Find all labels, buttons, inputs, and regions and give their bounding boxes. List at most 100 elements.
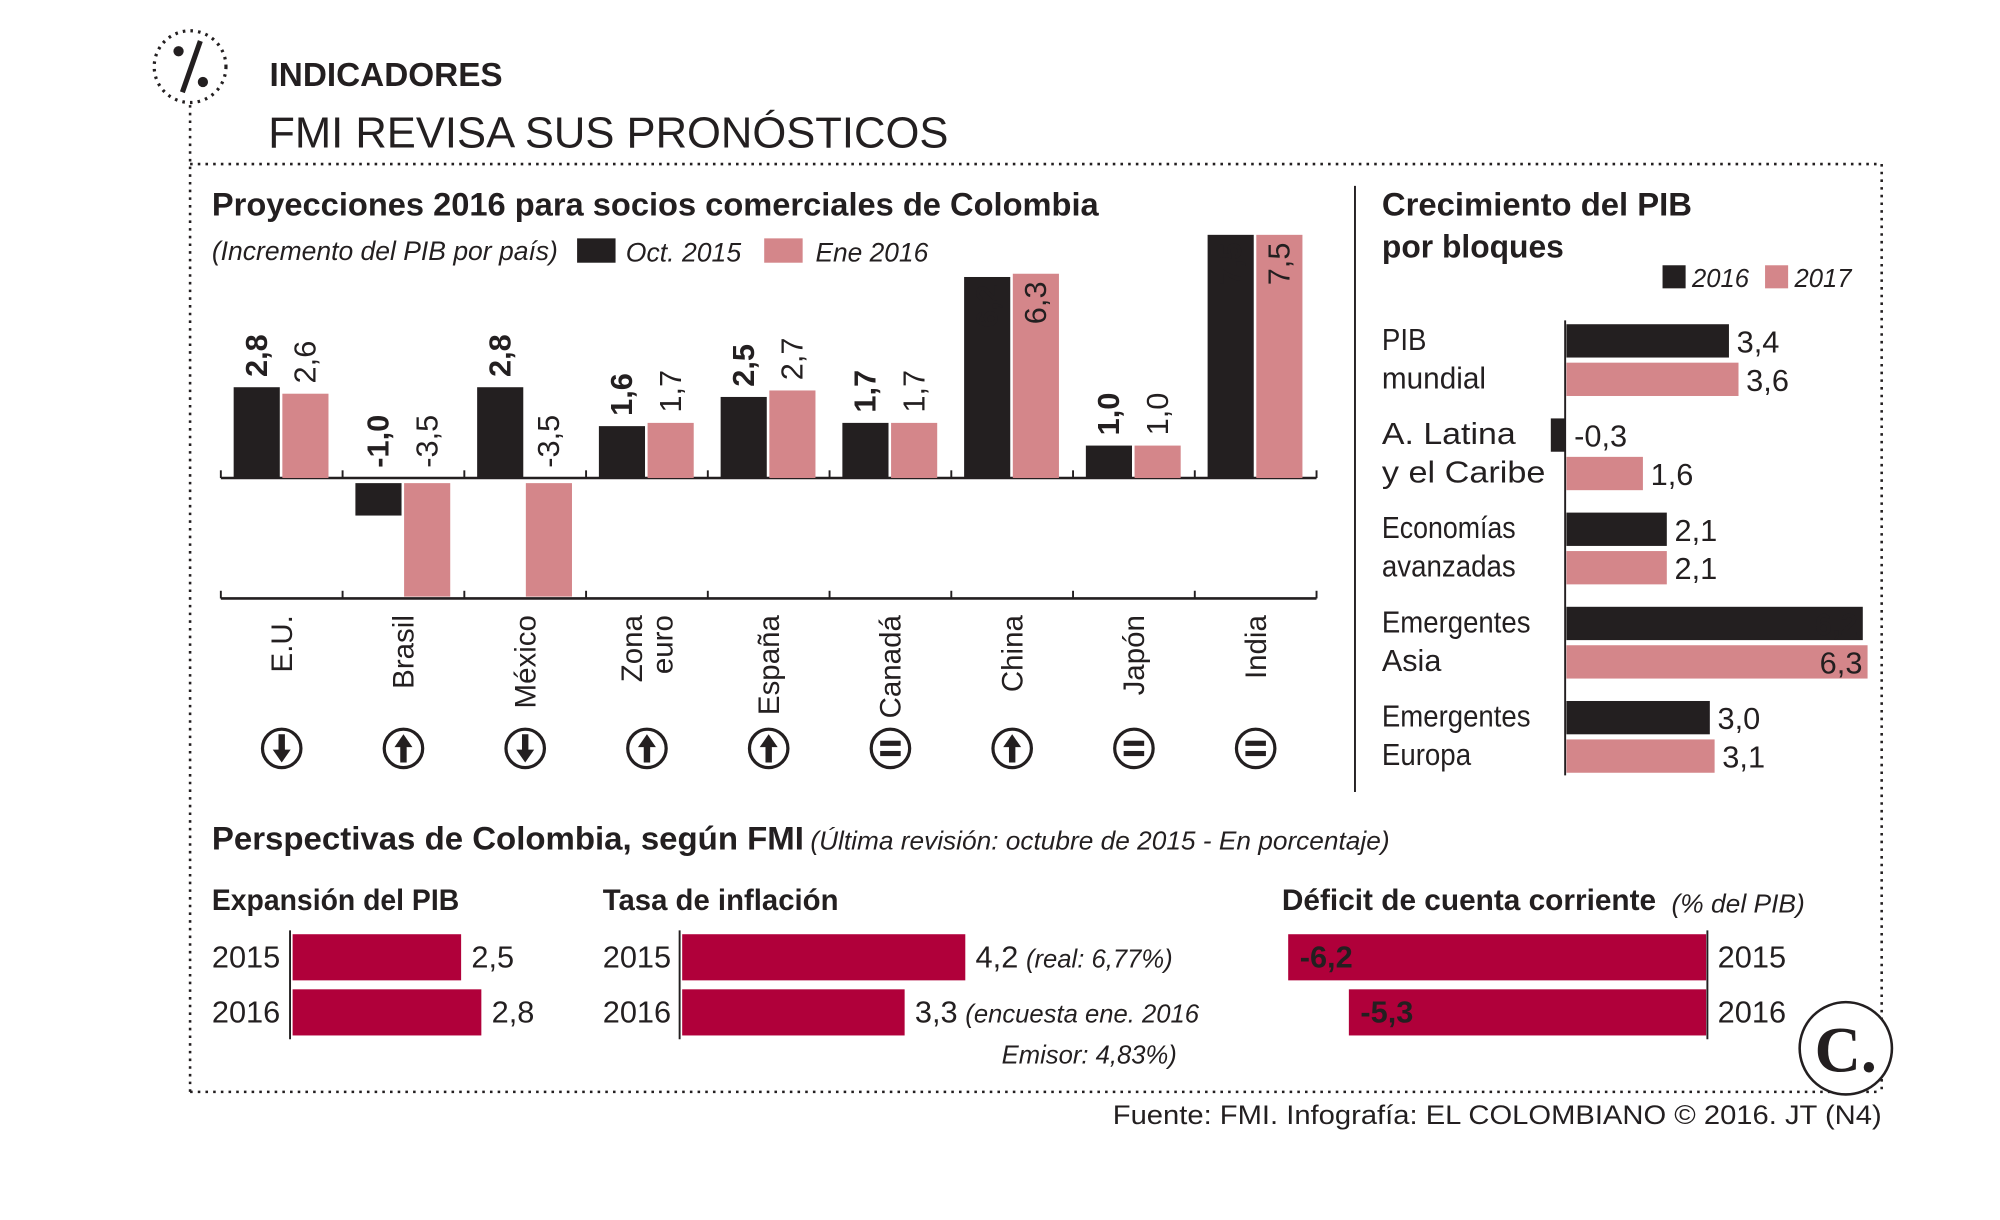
value-label: -3,5 (531, 415, 566, 468)
colombia-heading: Perspectivas de Colombia, según FMI (212, 821, 804, 857)
chart2-title-line1: Crecimiento del PIB (1382, 186, 1692, 222)
bar-ene2016 (891, 422, 938, 479)
bar (292, 934, 462, 981)
value-label: -5,3 (1360, 995, 1413, 1030)
arrow-up-icon (382, 727, 425, 770)
bar-ene2016 (769, 390, 816, 479)
value-label: 3,3 (encuesta ene. 2016 (915, 995, 1200, 1030)
value-label: 1,6 (1651, 457, 1694, 492)
value-label: 1,6 (604, 373, 639, 416)
country-bar-chart: 2,8 2,6 E.U. -1,0 -3,5 Brasil 2,8 -3,5 México 1,6… (219, 234, 1318, 770)
note: Emisor: 4,83%) (1002, 1042, 1177, 1070)
bar-oct2015 (964, 276, 1011, 479)
value-label: 1,0 (1140, 393, 1175, 436)
year-label: 2016 (1718, 995, 1786, 1030)
country-label: México (509, 615, 542, 708)
el-colombiano-logo: C. (1798, 1000, 1894, 1096)
country-label: E.U. (266, 615, 299, 672)
colombia-title: Perspectivas de Colombia, según FMI (212, 821, 804, 857)
value-label: 2,1 (1674, 551, 1717, 586)
bar-ene2016 (525, 483, 572, 597)
bar-2016 (1566, 324, 1729, 358)
bloc-label: Emergentes (1382, 604, 1531, 639)
equal-icon (1234, 727, 1277, 770)
inflation-title: Tasa de inflación (603, 884, 839, 917)
legend-label-ene2016: Ene 2016 (815, 237, 928, 267)
bar-2017 (1566, 645, 1868, 679)
value-label: 3,6 (1746, 363, 1789, 398)
year-label: 2016 (212, 995, 280, 1030)
bar-2016 (1566, 606, 1863, 641)
value-label: 6,3 (1820, 645, 1863, 680)
percent-icon (152, 29, 228, 105)
chart1-title: Proyecciones 2016 para socios comerciale… (212, 186, 1100, 222)
country-label: Zona (616, 615, 649, 683)
value-label: -6,2 (1300, 940, 1353, 975)
value-label: 6,3 (1018, 281, 1053, 324)
value-label: 1,7 (848, 370, 883, 413)
bar-ene2016 (1256, 234, 1303, 479)
bar-2016 (1566, 512, 1667, 546)
bloc-label: y el Caribe (1382, 454, 1546, 489)
bar-2017 (1566, 456, 1643, 491)
bar (1288, 934, 1707, 981)
value-label: -1,0 (361, 415, 396, 468)
bar-oct2015 (1085, 445, 1132, 479)
value-label: 2,8 (482, 334, 517, 377)
bar-ene2016 (1134, 445, 1181, 479)
equal-icon (1113, 727, 1155, 770)
value-label: 1,0 (1091, 393, 1126, 436)
page-title: FMI REVISA SUS PRONÓSTICOS (268, 108, 948, 157)
bloc-label: PIB (1382, 322, 1427, 357)
colombia-bar-charts: 2015 2,5 2016 2,8 2015 4,2 (real: 6,77%) 2016 3,… (212, 930, 1786, 1070)
legend-swatch-ene2016 (764, 238, 803, 263)
note: (real: 6,77%) (1026, 946, 1173, 974)
value-label: 2,7 (775, 337, 810, 380)
arrow-down-icon (504, 727, 547, 770)
legend-swatch-2017 (1765, 265, 1789, 289)
legend-label-oct2015: Oct. 2015 (626, 237, 742, 267)
footer-source: Fuente: FMI. Infografía: EL COLOMBIANO ©… (1113, 1100, 1882, 1130)
bar-2016 (1550, 418, 1566, 452)
value-label: 2,6 (288, 341, 323, 384)
value-label: -0,3 (1574, 419, 1627, 454)
bar-2017 (1566, 739, 1715, 773)
legend-label-2017: 2017 (1794, 265, 1854, 293)
bloc-label: Europa (1382, 737, 1472, 772)
bloc-label: Economías (1382, 510, 1516, 545)
bar-2017 (1566, 362, 1739, 396)
bar (682, 934, 966, 981)
value-label: 6,2 (1815, 607, 1858, 642)
bar-oct2015 (355, 483, 402, 516)
value-label: 4,2 (real: 6,77%) (976, 940, 1173, 975)
bar-oct2015 (477, 387, 524, 479)
bar-ene2016 (404, 483, 451, 597)
arrow-up-icon (991, 727, 1033, 770)
bar-ene2016 (647, 422, 694, 479)
country-label: Brasil (388, 615, 421, 689)
value-label: 7,5 (1262, 243, 1297, 286)
value-label: 2,8 (239, 334, 274, 377)
bar (682, 989, 905, 1036)
bar-oct2015 (598, 426, 646, 479)
svg-text:C.: C. (1815, 1014, 1877, 1085)
value-label: 6,2 (969, 285, 1004, 328)
value-label: 1,7 (653, 370, 688, 413)
country-label: China (996, 615, 1029, 693)
value-label: 2,5 (471, 940, 514, 975)
section-label: INDICADORES (270, 57, 503, 94)
bloc-label: A. Latina (1382, 416, 1517, 451)
bar-2017 (1566, 551, 1667, 585)
bloc-label: Emergentes (1382, 699, 1531, 734)
gdp-expansion-title: Expansión del PIB (212, 884, 459, 917)
bloc-label: avanzadas (1382, 549, 1516, 584)
year-label: 2015 (212, 940, 280, 975)
country-label: España (753, 615, 786, 716)
country-label: India (1240, 615, 1273, 680)
country-label: Canadá (875, 615, 908, 719)
bloc-label: Asia (1382, 643, 1442, 678)
bloc-label: mundial (1382, 360, 1486, 395)
arrow-down-icon (260, 727, 303, 770)
arrow-up-icon (626, 727, 668, 770)
